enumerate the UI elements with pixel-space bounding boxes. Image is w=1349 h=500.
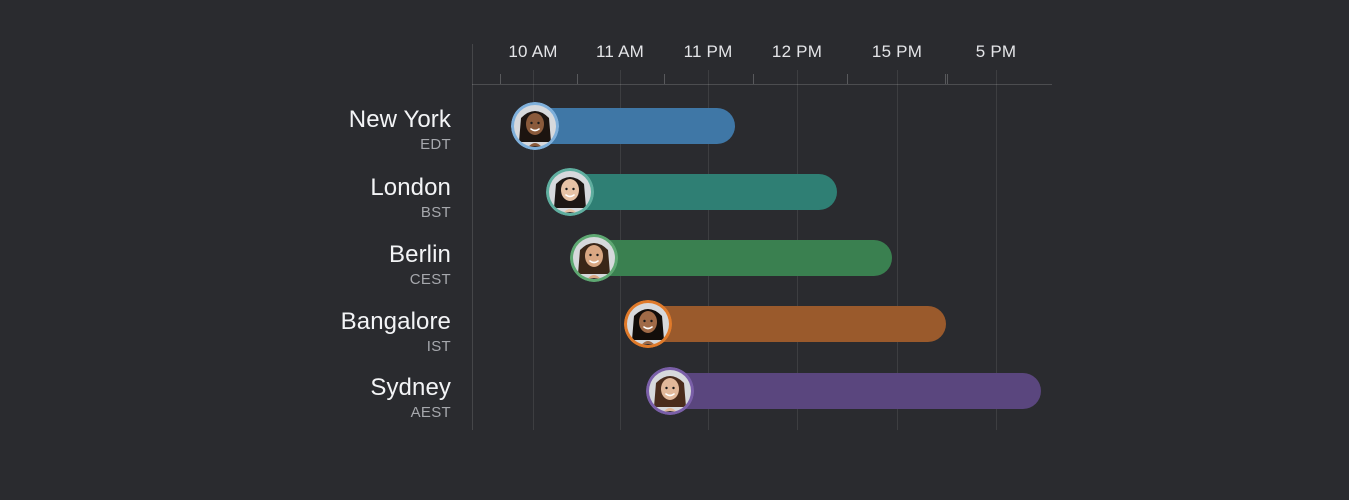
minor-tick bbox=[500, 74, 501, 84]
avatar[interactable] bbox=[511, 102, 559, 150]
minor-tick bbox=[664, 74, 665, 84]
timezone-abbreviation: IST bbox=[426, 338, 451, 355]
city-label-berlin: Berlin CEST bbox=[251, 242, 451, 290]
availability-bar-new-york[interactable] bbox=[533, 108, 735, 144]
avatar[interactable] bbox=[570, 234, 619, 282]
city-label-new-york: New York EDT bbox=[251, 107, 451, 155]
city-name: Berlin bbox=[389, 241, 451, 268]
minor-tick bbox=[752, 74, 754, 84]
city-label-sydney: Sydney AEST bbox=[251, 375, 451, 423]
avatar[interactable] bbox=[545, 168, 594, 216]
city-name: Sydney bbox=[370, 374, 451, 401]
city-name: Bangalore bbox=[340, 308, 451, 335]
availability-bar-bangalore[interactable] bbox=[646, 306, 947, 342]
gridline bbox=[996, 70, 997, 430]
timeline-axis-left bbox=[472, 44, 473, 430]
gridline bbox=[533, 70, 534, 430]
availability-bar-london[interactable] bbox=[567, 174, 837, 210]
city-name: London bbox=[370, 174, 451, 201]
minor-tick bbox=[946, 74, 948, 84]
minor-tick bbox=[847, 74, 848, 84]
timezone-abbreviation: CEST bbox=[409, 271, 451, 288]
tick-label: 5 PM bbox=[975, 42, 1017, 61]
city-label-london: London BST bbox=[251, 175, 451, 223]
tick-label: 11 AM bbox=[596, 42, 644, 61]
timeline-axis-top bbox=[472, 84, 1052, 85]
timezone-abbreviation: EDT bbox=[420, 136, 451, 153]
timezone-abbreviation: AEST bbox=[410, 404, 451, 421]
avatar[interactable] bbox=[624, 300, 673, 348]
minor-tick bbox=[945, 74, 946, 84]
minor-tick bbox=[576, 74, 578, 84]
tick-label: 15 PM bbox=[871, 42, 923, 61]
availability-bar-berlin[interactable] bbox=[592, 240, 892, 276]
gridline bbox=[897, 70, 898, 430]
city-label-bangalore: Bangalore IST bbox=[251, 309, 451, 357]
tick-label: 12 PM bbox=[771, 42, 823, 61]
timezone-abbreviation: BST bbox=[420, 204, 451, 221]
city-name: New York bbox=[348, 106, 451, 133]
tick-label: 11 PM bbox=[683, 42, 733, 61]
tick-label: 10 AM bbox=[508, 42, 558, 61]
avatar[interactable] bbox=[646, 367, 695, 415]
availability-bar-sydney[interactable] bbox=[668, 373, 1041, 409]
